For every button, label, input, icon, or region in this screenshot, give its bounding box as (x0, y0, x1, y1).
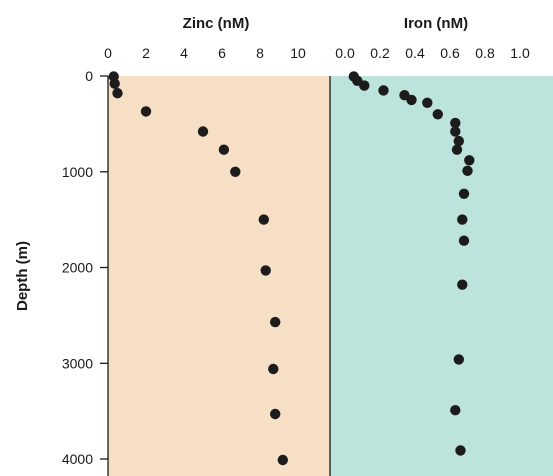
iron-x-tick-label: 0.6 (440, 45, 460, 61)
depth-tick-label: 2000 (62, 260, 93, 276)
iron-x-tick-label: 1.0 (510, 45, 530, 61)
iron-data-point (450, 126, 461, 137)
iron-data-point (432, 109, 443, 120)
zinc-data-points (108, 71, 288, 466)
iron-data-point (457, 279, 468, 290)
zinc-x-tick-label: 2 (142, 45, 150, 61)
iron-data-point (378, 85, 389, 96)
iron-x-tick-label: 0.0 (335, 45, 355, 61)
zinc-x-tick-label: 10 (290, 45, 306, 61)
depth-tick-label: 4000 (62, 451, 93, 467)
iron-data-point (464, 155, 475, 166)
zinc-data-point (258, 214, 269, 225)
iron-x-tick-label: 0.4 (405, 45, 425, 61)
zinc-panel-title: Zinc (nM) (183, 15, 250, 32)
iron-data-point (450, 117, 461, 129)
zinc-x-tick-label: 6 (218, 45, 226, 61)
iron-data-point (453, 354, 464, 365)
iron-data-point (458, 188, 470, 199)
iron-data-point (453, 135, 464, 147)
depth-tick-label: 1000 (62, 164, 93, 180)
iron-data-point (458, 235, 470, 246)
iron-data-point (451, 144, 463, 155)
zinc-x-tick-label: 8 (256, 45, 264, 61)
zinc-data-point (218, 144, 230, 155)
zinc-panel-background (108, 76, 330, 476)
zinc-x-tick-label: 4 (180, 45, 188, 61)
zinc-data-point (270, 408, 281, 420)
zinc-data-point (230, 166, 241, 177)
iron-x-tick-label: 0.2 (370, 45, 390, 61)
iron-data-points (348, 71, 475, 456)
zinc-x-tick-label: 0 (104, 45, 112, 61)
iron-x-tick-labels: 0.0 0.2 0.4 0.6 0.8 1.0 (335, 45, 530, 61)
iron-data-point (457, 214, 468, 225)
depth-tick-labels: 0 1000 2000 3000 4000 (62, 68, 93, 467)
zinc-data-point (268, 363, 279, 375)
iron-data-point (455, 445, 466, 456)
zinc-data-point (277, 454, 288, 466)
depth-axis-label: Depth (m) (14, 241, 31, 311)
zinc-data-point (109, 78, 120, 89)
zinc-data-point (140, 106, 152, 117)
zinc-data-point (270, 316, 281, 328)
depth-tick-label: 0 (85, 68, 93, 84)
zinc-data-point (197, 126, 209, 137)
depth-tick-label: 3000 (62, 355, 93, 371)
zinc-data-point (260, 265, 271, 276)
zinc-data-point (112, 88, 123, 99)
iron-data-point (450, 405, 461, 416)
zinc-x-tick-labels: 0 2 4 6 8 10 (104, 45, 306, 61)
iron-data-point (406, 94, 417, 106)
iron-data-point (462, 165, 473, 176)
iron-panel-title: Iron (nM) (404, 15, 468, 32)
iron-data-point (359, 80, 370, 91)
depth-tick-marks (100, 75, 108, 460)
iron-x-tick-label: 0.8 (475, 45, 495, 61)
iron-data-point (422, 97, 433, 109)
iron-panel-background (330, 76, 553, 476)
